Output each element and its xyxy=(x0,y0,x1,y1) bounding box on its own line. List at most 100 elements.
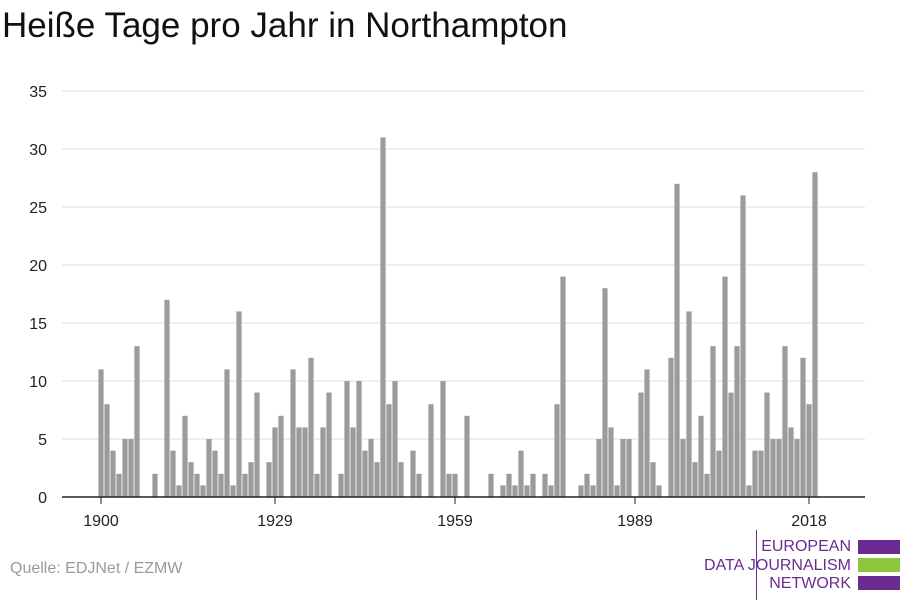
bar xyxy=(776,439,782,497)
bar xyxy=(518,450,524,497)
bar xyxy=(554,404,560,497)
bar xyxy=(272,427,278,497)
bar xyxy=(416,473,422,497)
bar xyxy=(302,427,308,497)
bar xyxy=(794,439,800,497)
bar xyxy=(716,450,722,497)
bar xyxy=(800,357,806,497)
bar xyxy=(758,450,764,497)
bar xyxy=(530,473,536,497)
bar xyxy=(752,450,758,497)
x-tick-label: 1959 xyxy=(437,513,473,530)
bar xyxy=(626,439,632,497)
bar xyxy=(362,450,368,497)
bar xyxy=(764,392,770,497)
bar xyxy=(596,439,602,497)
bar xyxy=(542,473,548,497)
y-axis-ticks: 0 5 10 15 20 25 30 35 xyxy=(29,84,47,507)
y-tick-label: 5 xyxy=(38,432,47,449)
bar xyxy=(440,381,446,497)
bar xyxy=(680,439,686,497)
bar xyxy=(656,485,662,497)
bar xyxy=(728,392,734,497)
y-tick-label: 0 xyxy=(38,490,47,507)
bar xyxy=(308,357,314,497)
bar xyxy=(722,276,728,497)
bar xyxy=(368,439,374,497)
gridlines xyxy=(62,90,865,440)
bar xyxy=(320,427,326,497)
x-tick-label: 1989 xyxy=(617,513,653,530)
bar xyxy=(290,369,296,497)
bar xyxy=(710,346,716,497)
bar xyxy=(218,473,224,497)
bar xyxy=(452,473,458,497)
bar xyxy=(770,439,776,497)
bar xyxy=(170,450,176,497)
bar xyxy=(524,485,530,497)
bar xyxy=(356,381,362,497)
bar xyxy=(200,485,206,497)
bar xyxy=(644,369,650,497)
bar xyxy=(326,392,332,497)
logo-divider xyxy=(756,530,757,600)
logo-bar-top xyxy=(858,540,900,554)
bar xyxy=(512,485,518,497)
bar xyxy=(194,473,200,497)
bar xyxy=(164,299,170,497)
bar xyxy=(392,381,398,497)
y-tick-label: 35 xyxy=(29,84,47,101)
bar xyxy=(182,415,188,497)
bar xyxy=(410,450,416,497)
bar xyxy=(500,485,506,497)
bar xyxy=(668,357,674,497)
bar xyxy=(674,183,680,498)
bar xyxy=(704,473,710,497)
bar xyxy=(230,485,236,497)
bar xyxy=(746,485,752,497)
bar xyxy=(698,415,704,497)
bar xyxy=(224,369,230,497)
bar xyxy=(110,450,116,497)
bar xyxy=(314,473,320,497)
bar xyxy=(98,369,104,497)
bar xyxy=(278,415,284,497)
bar xyxy=(104,404,110,497)
bar xyxy=(254,392,260,497)
logo-line-3: NETWORK xyxy=(769,575,851,592)
bar xyxy=(692,462,698,497)
bar xyxy=(614,485,620,497)
bar xyxy=(464,415,470,497)
y-tick-label: 20 xyxy=(29,258,47,275)
logo-bar-bottom xyxy=(858,576,900,590)
y-tick-label: 30 xyxy=(29,142,47,159)
bar xyxy=(488,473,494,497)
bar xyxy=(560,276,566,497)
edjnet-logo: EUROPEAN DATA JOURNALISM NETWORK xyxy=(700,530,900,600)
bar xyxy=(590,485,596,497)
bar xyxy=(608,427,614,497)
logo-line-1: EUROPEAN xyxy=(761,538,851,555)
logo-line-2: DATA JOURNALISM xyxy=(704,557,851,574)
bar xyxy=(584,473,590,497)
x-tick-label: 2018 xyxy=(791,513,827,530)
bar xyxy=(812,172,818,497)
x-tick-label: 1929 xyxy=(257,513,293,530)
bar xyxy=(398,462,404,497)
bar xyxy=(578,485,584,497)
bar xyxy=(338,473,344,497)
bar xyxy=(296,427,302,497)
logo-bar-middle xyxy=(858,558,900,572)
bar xyxy=(740,195,746,497)
bar xyxy=(152,473,158,497)
x-axis-ticks: 1900 1929 1959 1989 2018 xyxy=(83,497,827,530)
bar xyxy=(266,462,272,497)
bar xyxy=(350,427,356,497)
bar xyxy=(806,404,812,497)
bar xyxy=(242,473,248,497)
bar xyxy=(116,473,122,497)
bar xyxy=(134,346,140,497)
bar xyxy=(428,404,434,497)
bar xyxy=(620,439,626,497)
